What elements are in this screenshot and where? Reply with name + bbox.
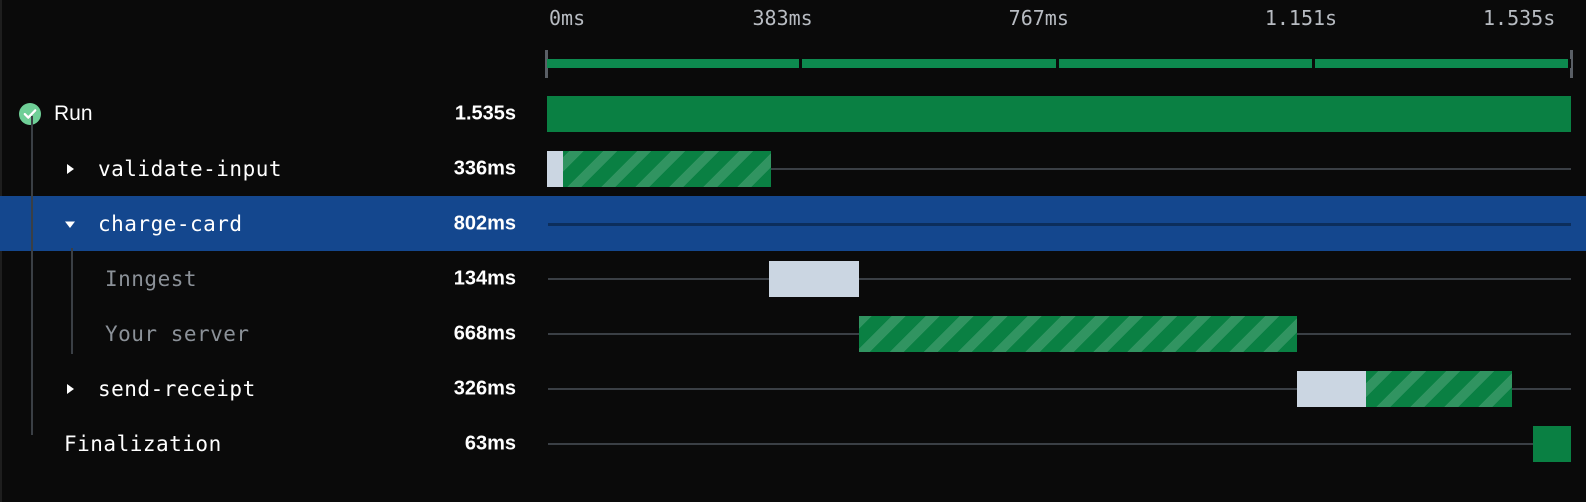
bar-segment-hatch-green bbox=[858, 316, 1298, 352]
row-label: Inngest bbox=[105, 266, 198, 291]
bar-segment-hatch-green bbox=[1366, 371, 1513, 407]
row-timeline-lane bbox=[532, 196, 1586, 251]
row-track-line bbox=[548, 223, 1571, 226]
row-duration: 134ms bbox=[453, 267, 516, 289]
timeline-row-inngest[interactable]: Inngest 134ms bbox=[0, 251, 1586, 306]
axis-tick-label: 1.151s bbox=[1264, 6, 1338, 30]
row-timeline-lane bbox=[532, 361, 1586, 416]
timeline-row-finalization[interactable]: Finalization 63ms bbox=[0, 416, 1586, 471]
row-track-line bbox=[548, 168, 1571, 170]
row-track-line bbox=[548, 278, 1571, 280]
tree-guide-outer bbox=[31, 116, 33, 435]
timeline-rows: Run 1.535s validate-input 336ms charge-card 8… bbox=[0, 86, 1586, 502]
axis-tick-label: 767ms bbox=[1008, 6, 1069, 30]
bar-segment-solid-green bbox=[1532, 426, 1571, 462]
row-duration: 668ms bbox=[453, 322, 516, 344]
timeline-row-send-receipt[interactable]: send-receipt 326ms bbox=[0, 361, 1586, 416]
row-timeline-lane bbox=[532, 306, 1586, 361]
bar-segment-gray bbox=[547, 151, 563, 187]
row-label-cell: charge-card 802ms bbox=[0, 196, 532, 251]
row-duration: 1.535s bbox=[454, 102, 516, 124]
row-timeline-lane bbox=[532, 416, 1586, 471]
chevron-down-icon[interactable] bbox=[62, 216, 78, 232]
row-label-cell: Finalization 63ms bbox=[0, 416, 532, 471]
axis-ruler-segment bbox=[1314, 59, 1568, 68]
row-duration-bar[interactable] bbox=[547, 96, 1571, 132]
row-duration: 336ms bbox=[453, 157, 516, 179]
row-label: Your server bbox=[105, 321, 250, 346]
axis-end-tick bbox=[1570, 50, 1573, 78]
row-timeline-lane bbox=[532, 86, 1586, 141]
axis-ruler-segment bbox=[547, 59, 800, 68]
row-label-cell: send-receipt 326ms bbox=[0, 361, 532, 416]
timeline-row-validate-input[interactable]: validate-input 336ms bbox=[0, 141, 1586, 196]
bar-segment-solid-green bbox=[547, 96, 1571, 132]
row-duration-bar[interactable] bbox=[769, 261, 859, 297]
row-duration-bar[interactable] bbox=[858, 316, 1298, 352]
row-duration-bar[interactable] bbox=[1532, 426, 1571, 462]
axis-start-tick bbox=[545, 50, 548, 78]
chevron-right-icon[interactable] bbox=[62, 161, 78, 177]
left-frame-border bbox=[0, 0, 2, 502]
axis-tick-label: 1.535s bbox=[1483, 6, 1556, 30]
timeline-row-charge-card[interactable]: charge-card 802ms bbox=[0, 196, 1586, 251]
bar-segment-hatch-green bbox=[563, 151, 772, 187]
check-circle-icon bbox=[18, 102, 42, 126]
row-duration-bar[interactable] bbox=[1297, 371, 1513, 407]
row-label: charge-card bbox=[98, 211, 243, 236]
axis-ruler-segment bbox=[1058, 59, 1312, 68]
row-timeline-lane bbox=[532, 141, 1586, 196]
row-label-cell: Inngest 134ms bbox=[0, 251, 532, 306]
bar-segment-gray bbox=[769, 261, 859, 297]
axis-total-duration-bar bbox=[547, 59, 1571, 68]
timeline-axis-header: 0ms 383ms 767ms 1.151s 1.535s bbox=[0, 0, 1586, 86]
timeline-row-run[interactable]: Run 1.535s bbox=[0, 86, 1586, 141]
axis-tick-label: 0ms bbox=[549, 6, 586, 30]
row-duration: 326ms bbox=[453, 377, 516, 399]
row-duration: 63ms bbox=[464, 432, 516, 454]
bar-segment-gray bbox=[1297, 371, 1367, 407]
axis-tick-label: 383ms bbox=[752, 6, 813, 30]
row-track-line bbox=[548, 388, 1571, 390]
row-label-cell: Run 1.535s bbox=[0, 86, 532, 141]
row-duration-bar[interactable] bbox=[547, 151, 772, 187]
row-label: Run bbox=[54, 101, 93, 125]
axis-ruler-segment bbox=[802, 59, 1056, 68]
row-track-line bbox=[548, 443, 1571, 445]
tree-guide-inner bbox=[71, 248, 73, 354]
row-label-cell: Your server 668ms bbox=[0, 306, 532, 361]
row-label: Finalization bbox=[64, 431, 222, 456]
chevron-right-icon[interactable] bbox=[62, 381, 78, 397]
row-label: send-receipt bbox=[98, 376, 256, 401]
row-duration: 802ms bbox=[453, 212, 516, 234]
row-label-cell: validate-input 336ms bbox=[0, 141, 532, 196]
timeline-row-your-server[interactable]: Your server 668ms bbox=[0, 306, 1586, 361]
row-timeline-lane bbox=[532, 251, 1586, 306]
row-label: validate-input bbox=[98, 156, 283, 181]
